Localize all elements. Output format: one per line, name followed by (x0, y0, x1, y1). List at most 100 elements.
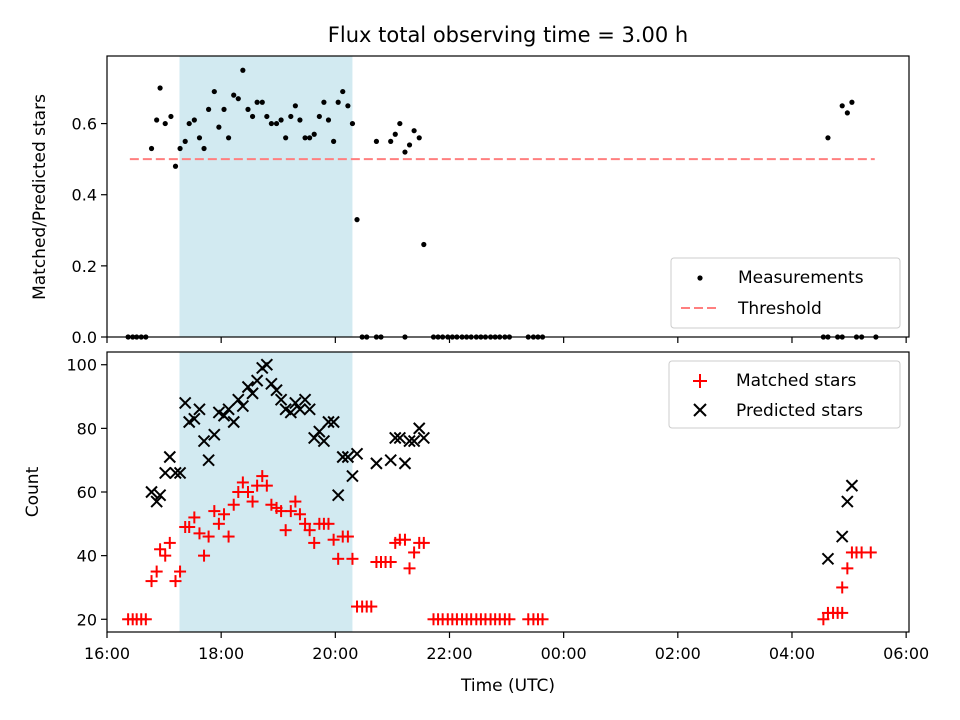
legend-label-threshold: Threshold (737, 299, 822, 319)
matched-star-point (241, 486, 254, 498)
matched-star-point (293, 508, 306, 521)
predicted-star-point (841, 495, 854, 508)
matched-star-point (154, 543, 167, 556)
predicted-star-point (341, 450, 355, 464)
measurement-point (157, 85, 163, 91)
legend-marker-matched (693, 374, 707, 388)
top-y-axis-label: Matched/Predicted stars (30, 94, 50, 300)
predicted-star-point (284, 406, 298, 419)
y-tick-label-0-3: 0.6 (72, 115, 97, 134)
predicted-star-point (202, 453, 215, 467)
measurement-point (154, 117, 160, 123)
measurement-point (148, 145, 155, 152)
predicted-star-point (313, 425, 326, 438)
predicted-star-point (173, 466, 187, 480)
predicted-star-point (188, 412, 201, 426)
matched-star-point (260, 479, 273, 492)
matched-star-point (202, 530, 215, 543)
predicted-star-point (298, 393, 312, 406)
top-y-axis: 0.0 0.2 0.4 0.6 (72, 115, 107, 347)
predicted-star-point (346, 469, 359, 483)
matched-star-point (341, 530, 354, 543)
matched-star-point (836, 606, 849, 619)
x-tick-label-6: 04:00 (769, 644, 815, 663)
predicted-star-point (169, 466, 182, 480)
y-tick-label-1-3: 80 (77, 419, 97, 438)
predicted-star-point (322, 415, 335, 429)
matched-star-point (222, 530, 235, 543)
matched-star-point (279, 524, 292, 537)
top-legend: Measurements Threshold (670, 257, 901, 329)
matched-star-point (183, 521, 196, 533)
x-tick-label-4: 00:00 (541, 644, 587, 663)
predicted-star-point (274, 393, 288, 406)
predicted-star-point (403, 434, 416, 448)
matched-star-point (174, 565, 187, 578)
measurement-point (235, 96, 241, 102)
y-tick-label-1-1: 40 (77, 547, 97, 566)
y-tick-label-0-2: 0.4 (72, 186, 97, 205)
measurement-point (268, 120, 274, 127)
x-tick-label-3: 22:00 (426, 644, 472, 663)
matched-star-point (236, 476, 249, 489)
measurement-point (240, 67, 246, 73)
predicted-star-point (836, 530, 849, 543)
matched-star-point (139, 613, 152, 626)
predicted-star-point (178, 396, 192, 410)
measurement-point (373, 138, 380, 144)
x-tick-label-7: 06:00 (883, 644, 929, 663)
measurement-point (273, 120, 280, 127)
matched-star-point (246, 495, 259, 508)
bottom-panel: 20 40 60 80 100 16:00 18:00 20:00 22:00 00:00 02:… (23, 351, 929, 696)
bottom-legend: Matched stars Predicted stars (668, 360, 901, 429)
matched-star-point (308, 536, 321, 549)
measurement-point (292, 103, 298, 109)
predicted-star-point (370, 457, 383, 470)
matched-star-point (212, 517, 225, 530)
matched-star-point (408, 546, 421, 559)
measurement-point (825, 135, 831, 141)
x-tick-label-5: 02:00 (655, 644, 701, 663)
matched-star-point (163, 536, 176, 549)
measurement-point (345, 103, 351, 109)
matched-star-point (145, 575, 158, 588)
predicted-star-point (145, 485, 158, 499)
measurement-point (162, 120, 168, 127)
predicted-star-point (413, 422, 426, 435)
measurement-point (402, 149, 408, 155)
predicted-star-point (384, 453, 397, 467)
predicted-star-point (336, 450, 349, 464)
y-tick-label-1-0: 20 (77, 610, 97, 629)
measurement-point (839, 103, 845, 109)
top-legend-box (670, 257, 901, 329)
measurement-point (216, 124, 222, 130)
y-tick-label-0-0: 0.0 (72, 328, 97, 347)
predicted-star-point (153, 488, 167, 502)
bottom-x-axis: 16:00 18:00 20:00 22:00 00:00 02:00 04:00 06:00 (84, 632, 929, 663)
matched-star-point (159, 549, 172, 562)
measurement-point (844, 110, 850, 116)
predicted-star-point (227, 415, 240, 429)
measurement-point (340, 88, 346, 95)
measurement-point (411, 128, 417, 134)
measurement-point (397, 120, 403, 127)
measurement-point (186, 120, 192, 127)
measurement-point (331, 138, 337, 144)
measurement-point (354, 217, 360, 223)
predicted-star-point (407, 434, 421, 448)
x-tick-label-1: 18:00 (198, 644, 244, 663)
measurement-point (416, 135, 422, 141)
measurement-point (288, 113, 294, 120)
top-x-axis (106, 337, 907, 343)
matched-star-point (836, 581, 849, 594)
y-tick-label-1-4: 100 (66, 356, 97, 375)
measurement-point (254, 99, 260, 105)
matched-star-point (384, 556, 397, 568)
predicted-star-point (821, 552, 835, 566)
predicted-star-point (289, 396, 302, 410)
predicted-star-point (303, 403, 316, 416)
measurement-point (297, 117, 303, 123)
y-tick-label-1-2: 60 (77, 483, 97, 502)
predicted-star-point (241, 380, 255, 394)
top-panel: 0.0 0.2 0.4 0.6 Matched/Predicted stars Mea… (30, 55, 910, 347)
